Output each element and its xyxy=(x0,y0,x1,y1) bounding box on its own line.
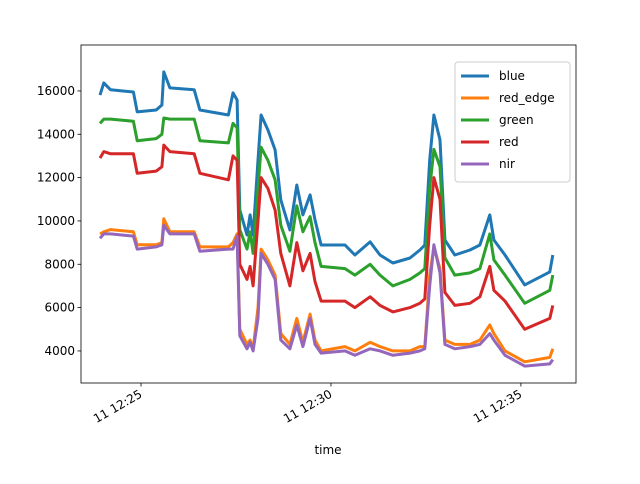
data-line xyxy=(98,143,555,331)
plot-frame xyxy=(80,44,577,384)
data-line xyxy=(98,223,555,368)
x-axis-label: time xyxy=(314,443,341,457)
legend-label: blue xyxy=(499,69,525,83)
y-tick-label: 14000 xyxy=(37,127,75,141)
y-tick-label: 12000 xyxy=(37,171,75,185)
x-tick-label: 11 12:25 xyxy=(91,387,144,426)
x-tick-label: 11 12:30 xyxy=(281,387,334,426)
legend-label: red_edge xyxy=(499,91,555,105)
legend-label: green xyxy=(499,113,534,127)
legend-label: red xyxy=(499,135,519,149)
data-line xyxy=(98,70,555,287)
data-line xyxy=(98,116,555,305)
y-tick-label: 8000 xyxy=(44,257,75,271)
y-tick-label: 10000 xyxy=(37,214,75,228)
legend-box xyxy=(454,61,571,183)
x-tick-label: 11 12:35 xyxy=(471,387,524,426)
y-tick-label: 16000 xyxy=(37,84,75,98)
y-tick-label: 6000 xyxy=(44,301,75,315)
y-tick-label: 4000 xyxy=(44,344,75,358)
legend-label: nir xyxy=(499,157,515,171)
